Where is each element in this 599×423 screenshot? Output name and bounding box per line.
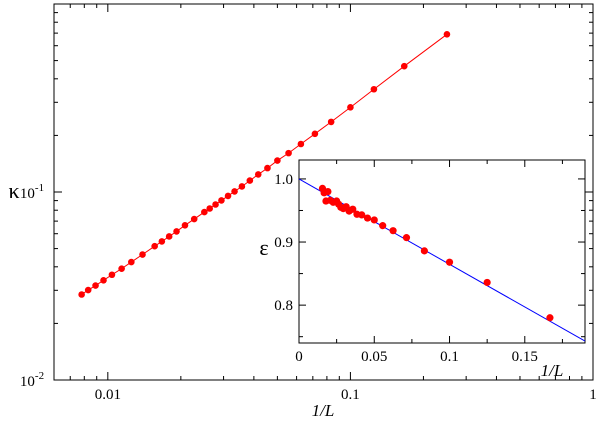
main-x-tick-label: 1 bbox=[589, 387, 597, 403]
main-data-point bbox=[151, 242, 158, 250]
main-data-point bbox=[92, 282, 99, 289]
main-data-point bbox=[201, 208, 208, 216]
inset-data-point bbox=[363, 214, 372, 222]
inset-x-axis-title: 1/L bbox=[541, 361, 564, 380]
main-data-point bbox=[84, 286, 92, 294]
main-data-point bbox=[297, 140, 305, 148]
main-data-point bbox=[327, 118, 335, 126]
inset-y-tick-label: 1.0 bbox=[274, 172, 293, 188]
main-data-point bbox=[218, 197, 225, 204]
inset-x-tick-label: 0.1 bbox=[440, 349, 459, 365]
main-axis-ticks: 0.01 0.1 1 10-2 10-1 bbox=[20, 4, 597, 403]
inset-data-point bbox=[349, 205, 357, 213]
inset-data-point bbox=[420, 247, 428, 255]
main-data-point bbox=[139, 251, 146, 258]
main-y-axis-title: κ bbox=[8, 178, 19, 203]
main-data-point bbox=[78, 291, 85, 298]
inset-axis-ticks: 0 0.05 0.1 0.15 0.8 0.9 1.0 bbox=[274, 160, 585, 365]
inset-x-tick-label: 0.15 bbox=[512, 349, 538, 365]
main-data-point bbox=[231, 188, 238, 195]
main-data-point bbox=[274, 157, 281, 164]
inset-series-group bbox=[298, 178, 586, 342]
inset-data-point bbox=[370, 216, 378, 224]
main-data-point bbox=[311, 130, 319, 138]
inset-data-point bbox=[445, 258, 454, 266]
main-data-point bbox=[206, 205, 213, 212]
main-plot: 0.01 0.1 1 10-2 10-1 1/L κ bbox=[8, 3, 597, 420]
main-data-point bbox=[238, 183, 246, 190]
inset-data-point bbox=[389, 227, 397, 235]
main-data-point bbox=[181, 222, 189, 229]
inset-data-point bbox=[358, 211, 366, 219]
main-data-point bbox=[165, 233, 173, 240]
main-data-point bbox=[190, 215, 198, 223]
inset-y-axis-title: ε bbox=[259, 235, 268, 260]
main-data-point bbox=[347, 104, 354, 111]
main-y-tick-exponent: -2 bbox=[35, 370, 44, 382]
inset-x-tick-label: 0.05 bbox=[361, 349, 387, 365]
inset-data-point bbox=[379, 222, 387, 230]
main-y-tick-label: 10-2 bbox=[20, 370, 44, 390]
main-data-point bbox=[100, 277, 107, 284]
main-data-point bbox=[443, 30, 451, 38]
main-y-tick-exponent: -1 bbox=[35, 182, 44, 194]
inset-data-point bbox=[546, 314, 554, 322]
main-data-point bbox=[400, 62, 408, 70]
inset-data-point bbox=[402, 234, 411, 242]
main-data-point bbox=[246, 177, 254, 184]
main-data-point bbox=[370, 85, 378, 93]
main-x-tick-label: 0.01 bbox=[95, 387, 121, 403]
main-data-point bbox=[264, 164, 271, 172]
main-data-point bbox=[212, 201, 219, 208]
main-data-point bbox=[118, 265, 125, 272]
inset-plot-frame bbox=[298, 159, 586, 344]
main-data-point bbox=[128, 258, 135, 266]
main-data-point bbox=[224, 192, 232, 200]
main-data-point bbox=[173, 228, 180, 235]
main-data-point bbox=[285, 149, 292, 157]
inset-data-point bbox=[324, 187, 332, 196]
main-data-point bbox=[254, 171, 262, 178]
main-x-tick-label: 0.1 bbox=[341, 387, 360, 403]
main-series-group bbox=[78, 30, 451, 298]
inset-y-tick-label: 0.8 bbox=[274, 298, 293, 314]
inset-plot: 0 0.05 0.1 0.15 0.8 0.9 1.0 1/L ε bbox=[259, 159, 586, 380]
main-y-tick-label: 10-1 bbox=[20, 182, 44, 202]
inset-x-tick-label: 0 bbox=[295, 349, 303, 365]
main-data-point bbox=[108, 271, 116, 279]
inset-data-point bbox=[483, 278, 491, 287]
inset-y-tick-label: 0.9 bbox=[274, 235, 293, 251]
main-x-axis-title: 1/L bbox=[312, 401, 335, 420]
main-data-point bbox=[158, 238, 166, 245]
